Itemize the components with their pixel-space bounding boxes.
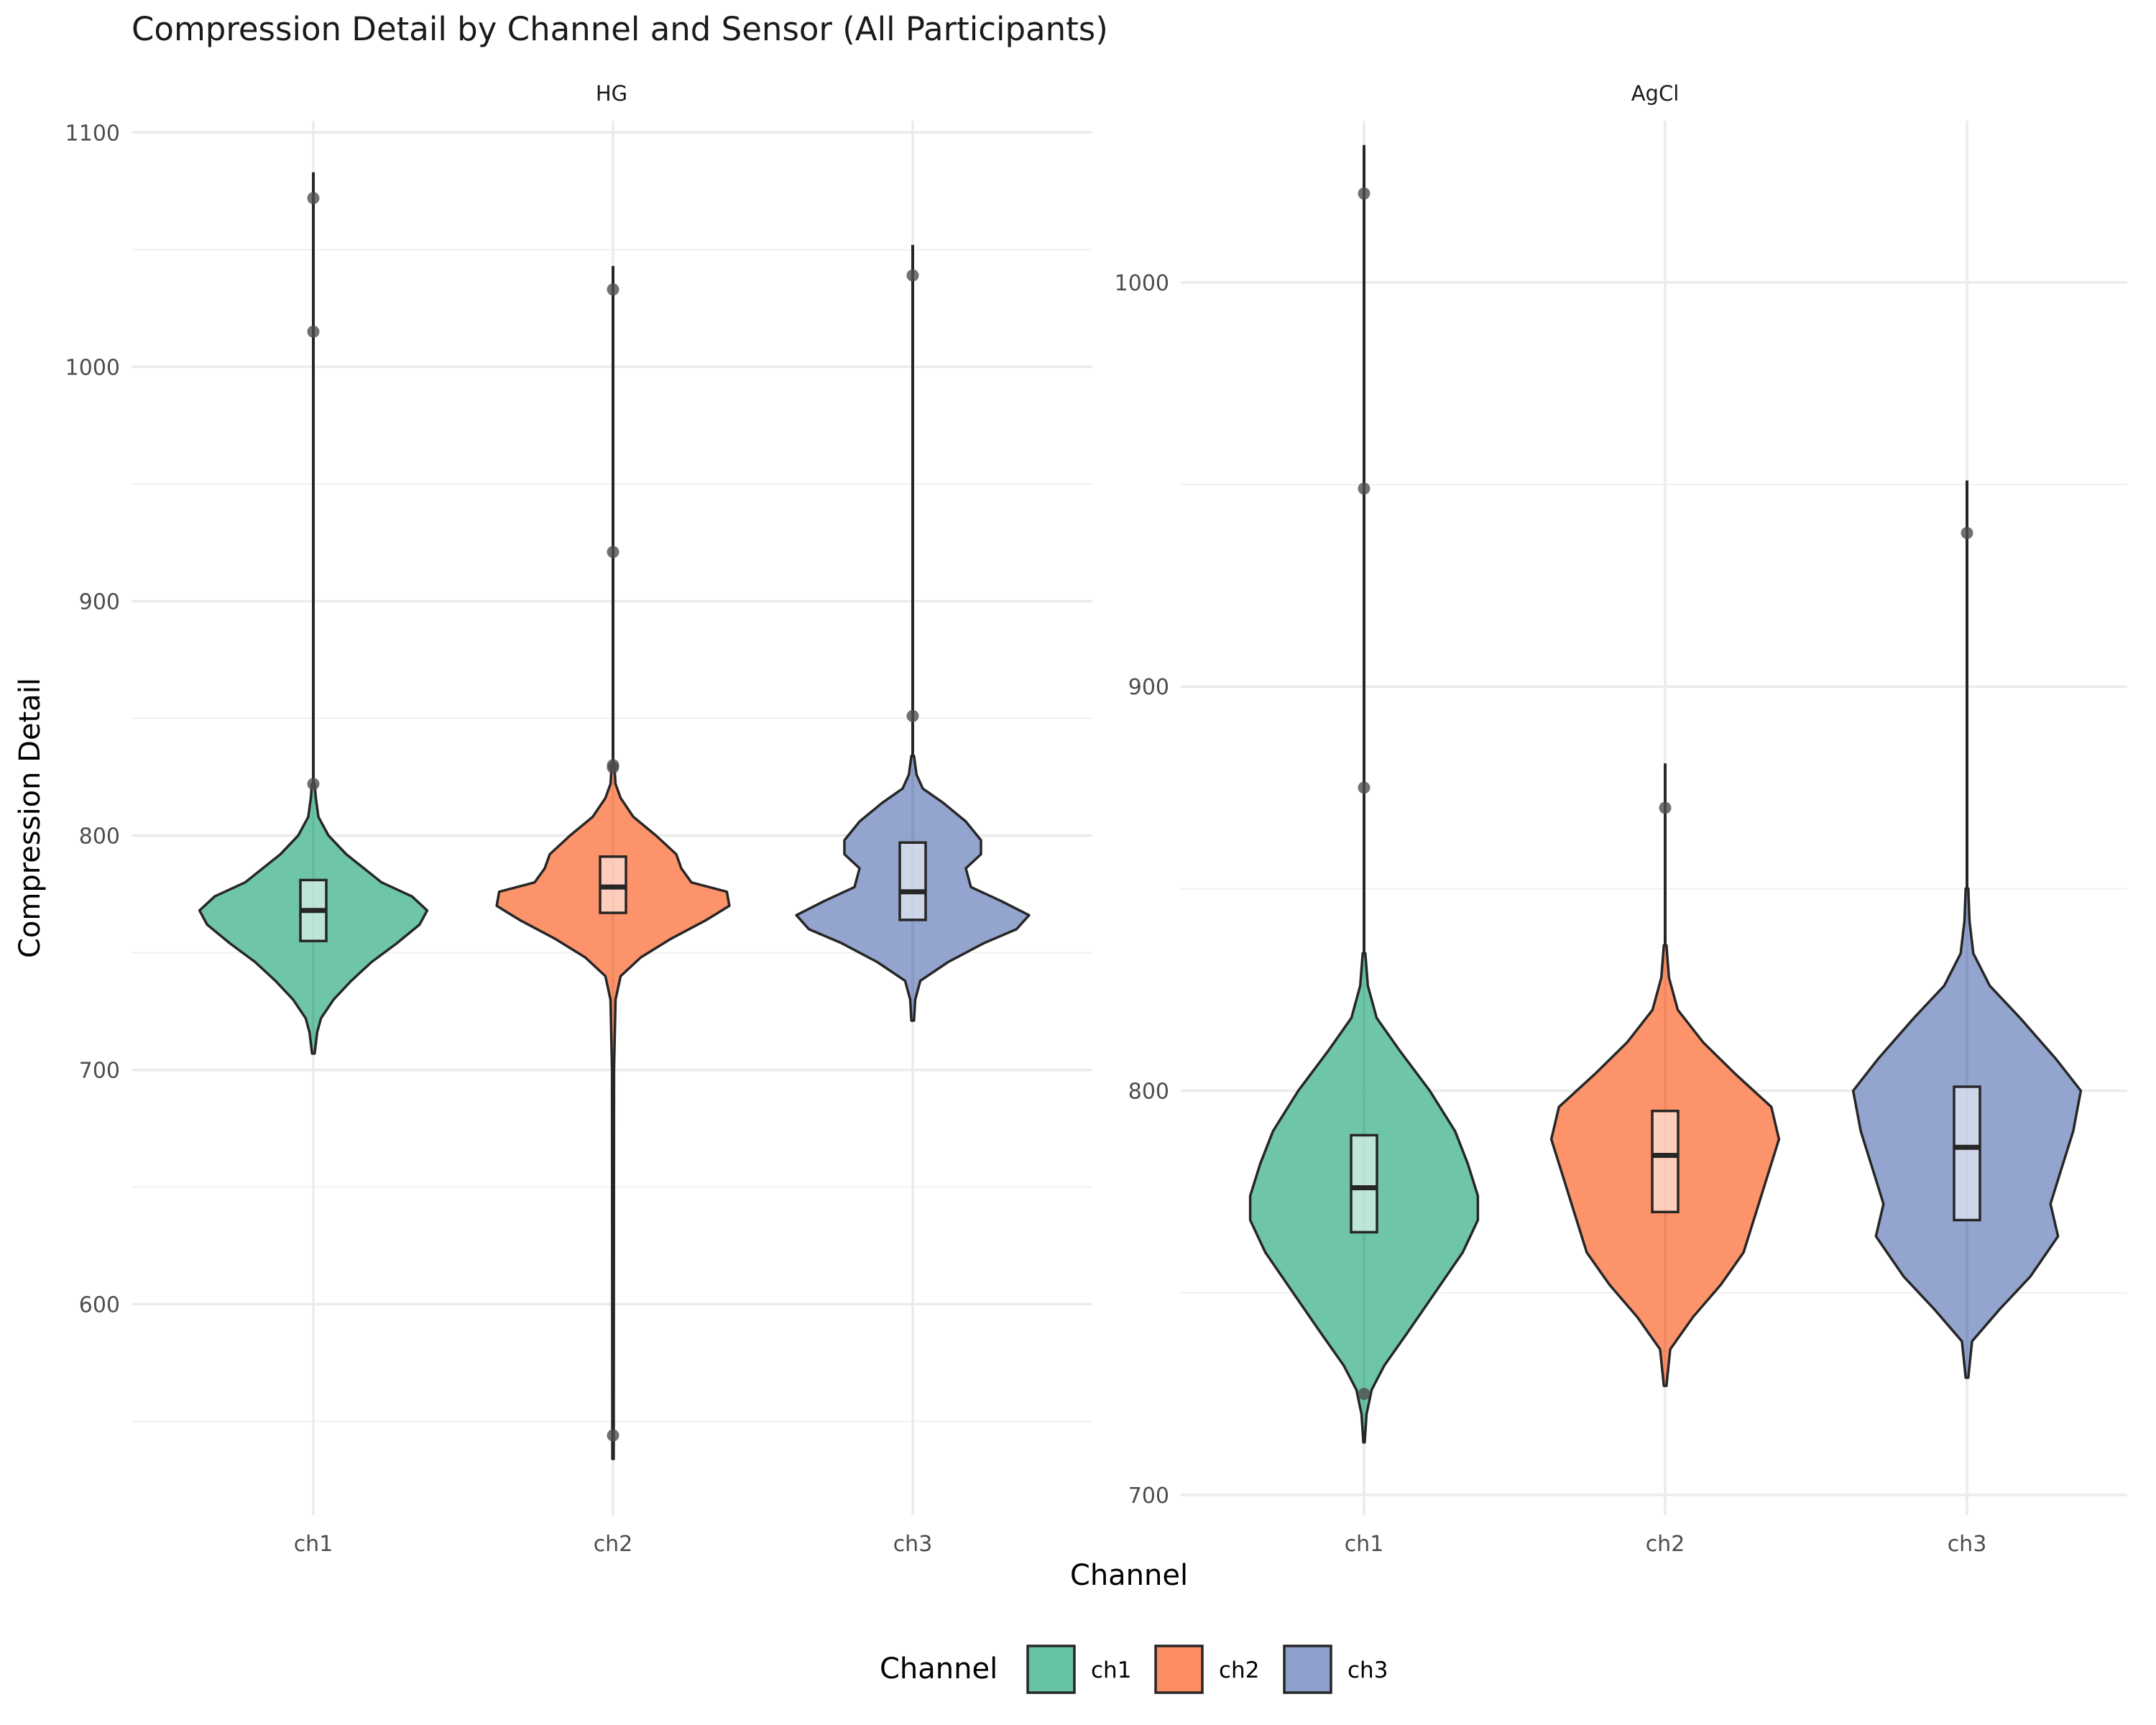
outlier-point	[1358, 482, 1370, 495]
legend-key-ch3	[1283, 1644, 1332, 1694]
outlier-point	[1358, 1387, 1370, 1400]
outlier-point	[607, 1429, 619, 1442]
violin-group-ch2	[495, 266, 731, 1460]
x-tick-label: ch3	[1948, 1532, 1987, 1557]
x-tick-label: ch1	[1345, 1532, 1384, 1557]
legend-item-ch2: ch2	[1154, 1644, 1259, 1694]
legend-label-ch1: ch1	[1091, 1657, 1131, 1683]
y-tick-label: 1000	[65, 355, 120, 380]
outlier-point	[607, 759, 619, 772]
chart-title: Compression Detail by Channel and Sensor…	[132, 10, 1108, 48]
panel-strip-label: HG	[596, 81, 627, 106]
x-tick-label: ch2	[1646, 1532, 1685, 1557]
legend-title: Channel	[880, 1652, 998, 1685]
violin-group-ch2	[1549, 763, 1781, 1387]
violin-group-ch3	[1851, 480, 2083, 1379]
outlier-point	[607, 283, 619, 296]
y-tick-label: 600	[79, 1293, 120, 1318]
violin-group-ch1	[198, 172, 429, 1055]
outlier-point	[1358, 187, 1370, 200]
legend-item-ch1: ch1	[1026, 1644, 1131, 1694]
y-tick-label: 800	[1128, 1080, 1169, 1105]
box-iqr	[898, 841, 927, 921]
legend-key-ch2	[1154, 1644, 1204, 1694]
panel-hg: 600 700 800 900 1000 1100 ch1 ch2 ch3 HG	[65, 81, 1092, 1557]
y-tick-label: 700	[79, 1059, 120, 1084]
legend-item-ch3: ch3	[1283, 1644, 1388, 1694]
legend-label-ch2: ch2	[1219, 1657, 1259, 1683]
y-tick-label: 800	[79, 824, 120, 849]
y-axis-title: Compression Detail	[14, 678, 47, 958]
outlier-point	[906, 709, 919, 722]
x-tick-label: ch3	[893, 1532, 933, 1557]
box-iqr	[1651, 1109, 1680, 1214]
box-iqr	[1350, 1133, 1378, 1234]
outlier-point	[1358, 781, 1370, 794]
y-tick-label: 700	[1128, 1484, 1169, 1509]
outlier-point	[307, 778, 320, 791]
legend: Channel ch1 ch2 ch3	[880, 1644, 1388, 1694]
panel-strip-label: AgCl	[1631, 81, 1680, 106]
outlier-point	[1659, 801, 1672, 814]
outlier-point	[607, 546, 619, 558]
y-tick-label: 900	[1128, 675, 1169, 700]
legend-label-ch3: ch3	[1348, 1657, 1388, 1683]
outlier-point	[1961, 527, 1973, 540]
outlier-point	[906, 269, 919, 282]
y-tick-label: 900	[79, 589, 120, 615]
legend-key-ch1	[1026, 1644, 1076, 1694]
outlier-point	[307, 192, 320, 205]
panel-agcl: 700 800 900 1000 ch1 ch2 ch3 AgCl	[1115, 81, 2127, 1557]
x-tick-label: ch2	[594, 1532, 633, 1557]
y-tick-label: 1100	[65, 121, 120, 146]
x-axis-title: Channel	[1070, 1559, 1188, 1592]
violin-group-ch3	[795, 244, 1031, 1022]
box-iqr	[1953, 1085, 1981, 1222]
outlier-point	[307, 325, 320, 338]
y-tick-label: 1000	[1115, 271, 1169, 296]
violin-group-ch1	[1248, 144, 1480, 1444]
x-tick-label: ch1	[294, 1532, 333, 1557]
